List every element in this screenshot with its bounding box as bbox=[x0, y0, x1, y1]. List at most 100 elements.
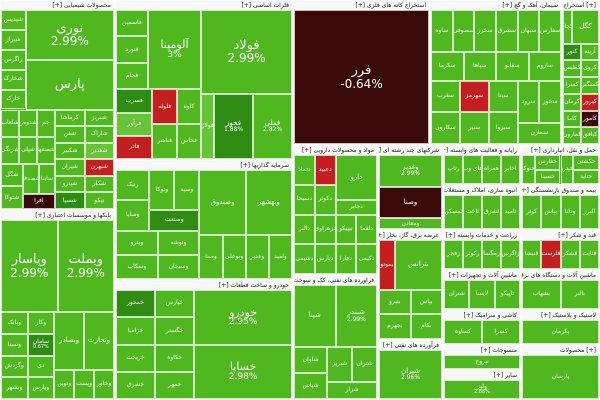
stock-tile[interactable]: بنیرو bbox=[379, 289, 411, 315]
sector-sugar[interactable]: قند و شکر [+] قثابت قشکر قلرست قنیشا bbox=[521, 230, 600, 270]
stock-tile[interactable]: آلومینا 3% bbox=[147, 10, 202, 90]
stock-tile[interactable]: خزامیا bbox=[116, 317, 156, 345]
stock-tile[interactable]: فاسمین bbox=[116, 10, 148, 37]
stock-tile[interactable]: وپترو bbox=[116, 230, 158, 255]
stock-tile[interactable]: کگل bbox=[572, 10, 599, 44]
stock-tile[interactable]: سبزوا bbox=[488, 112, 518, 144]
stock-tile[interactable]: شلعاب bbox=[1, 109, 19, 137]
stock-tile[interactable]: بجهرم bbox=[379, 314, 411, 339]
stock-tile[interactable]: وسپه bbox=[174, 170, 200, 211]
sector-header[interactable]: استخراج کانه های فلزی [+] bbox=[294, 1, 429, 10]
stock-tile[interactable]: وپست bbox=[74, 370, 95, 399]
stock-tile[interactable]: وتوشه bbox=[157, 230, 200, 255]
stock-tile[interactable]: البرز bbox=[579, 195, 599, 229]
stock-tile[interactable]: لابسا bbox=[469, 280, 495, 309]
sector-header[interactable]: سایر [+] bbox=[444, 371, 520, 380]
stock-tile[interactable]: خارک bbox=[1, 89, 26, 110]
stock-tile[interactable]: شکبیر bbox=[55, 142, 85, 160]
stock-tile[interactable]: سفانو bbox=[496, 52, 529, 81]
stock-tile[interactable]: ثاخت bbox=[463, 195, 482, 229]
stock-tile[interactable]: کپرور bbox=[581, 93, 599, 111]
stock-tile[interactable]: کچاد bbox=[563, 10, 572, 44]
stock-tile[interactable]: وصنا bbox=[199, 235, 223, 279]
stock-tile[interactable]: وخاور bbox=[94, 370, 114, 399]
sector-header[interactable]: منسوجات [+] bbox=[444, 346, 520, 355]
stock-tile[interactable]: شپترو bbox=[55, 175, 85, 193]
stock-tile[interactable]: پارس bbox=[25, 59, 114, 110]
sector-header[interactable]: فلزات اساسی [+] bbox=[116, 1, 292, 10]
sector-textile[interactable]: منسوجات [+] نبروج bbox=[443, 345, 521, 370]
stock-tile[interactable]: قشکر bbox=[560, 240, 580, 269]
stock-tile[interactable]: دلقما bbox=[356, 214, 377, 245]
sector-invest[interactable]: سرمایه گذاریها [+] وبهشهر وصندوق وامید وغدیر… bbox=[115, 160, 293, 280]
stock-tile[interactable]: فخاس bbox=[176, 124, 202, 159]
stock-tile[interactable]: حفارس bbox=[534, 155, 561, 170]
stock-tile[interactable]: جم bbox=[37, 109, 56, 137]
stock-tile[interactable]: شدوص bbox=[19, 109, 37, 137]
stock-tile[interactable]: شیران bbox=[55, 159, 85, 176]
stock-tile[interactable]: سفارس bbox=[539, 10, 561, 53]
stock-tile[interactable]: حتاید bbox=[573, 169, 599, 184]
sector-other[interactable]: سایر [+] ولیز 2.88% bbox=[443, 370, 521, 400]
sector-refinery[interactable]: استخراج کانه های فلزی [+] فرر -0.64% bbox=[293, 0, 430, 145]
stock-tile[interactable]: سهرمز bbox=[459, 80, 489, 113]
stock-tile[interactable]: سغرب bbox=[431, 80, 460, 113]
stock-tile[interactable]: کاما bbox=[563, 110, 581, 128]
stock-tile[interactable]: کاوه bbox=[176, 89, 202, 125]
stock-tile[interactable]: وساپا bbox=[116, 200, 150, 231]
stock-tile[interactable]: دپارس bbox=[314, 244, 336, 274]
stock-tile[interactable]: سیتا bbox=[488, 80, 518, 113]
stock-tile[interactable]: دی bbox=[27, 355, 55, 378]
stock-tile[interactable]: نبروج bbox=[444, 355, 520, 369]
stock-tile[interactable]: شبریز bbox=[327, 347, 353, 382]
sector-rubber[interactable]: لاستیک و پلاستیک [+] پکرمان bbox=[521, 310, 600, 345]
stock-tile[interactable]: سپاها bbox=[463, 52, 496, 81]
stock-tile[interactable]: نوری 2.99% bbox=[25, 10, 114, 60]
sector-header[interactable]: زراعت و خدمات وابسته [+] bbox=[444, 231, 520, 240]
stock-tile[interactable]: زاگرس bbox=[501, 240, 520, 269]
stock-tile[interactable]: سصوفی bbox=[452, 10, 475, 53]
stock-tile[interactable]: کرماشا bbox=[55, 109, 85, 127]
stock-tile[interactable]: بپاس bbox=[541, 195, 561, 229]
stock-tile[interactable]: حسینا bbox=[534, 169, 561, 184]
stock-tile[interactable]: فاذر bbox=[116, 135, 153, 159]
stock-tile[interactable]: دسبحا bbox=[294, 184, 315, 215]
stock-tile[interactable]: کمارون bbox=[563, 127, 581, 144]
stock-tile[interactable]: شصدف bbox=[22, 163, 39, 194]
sector-header[interactable]: رایانه و فعالیت های وابسته [+] bbox=[444, 146, 520, 155]
sector-insurance[interactable]: بیمه و صندوق بازنشستگی [+] البرز ودانا بپاس… bbox=[521, 185, 600, 230]
stock-tile[interactable]: ونوین bbox=[54, 370, 75, 399]
stock-tile[interactable]: کرمان bbox=[563, 93, 581, 111]
stock-tile[interactable]: شرنگی bbox=[1, 136, 19, 164]
stock-tile[interactable]: وکار bbox=[27, 312, 55, 334]
stock-tile[interactable]: فولاد 2.99% bbox=[201, 10, 292, 94]
stock-tile[interactable]: وپاسار 2.99% bbox=[1, 220, 58, 313]
sector-header[interactable]: انبوه سازی، املاک و مستغلات [+] bbox=[444, 186, 520, 195]
stock-tile[interactable]: تاپیکو bbox=[494, 280, 520, 309]
stock-tile[interactable]: بشهاب bbox=[522, 280, 561, 309]
stock-tile[interactable]: شاوان bbox=[294, 347, 328, 374]
sector-header[interactable]: ماشین آلات و دستگاه های برقی [+] bbox=[522, 271, 599, 280]
stock-tile[interactable]: وغدیر 2.99% bbox=[379, 155, 442, 187]
stock-tile[interactable]: زفجر bbox=[444, 240, 463, 269]
stock-tile[interactable]: سشرق bbox=[496, 10, 518, 53]
stock-tile[interactable]: وبانک bbox=[1, 312, 28, 334]
stock-tile[interactable]: قثابت bbox=[579, 240, 599, 269]
stock-tile[interactable]: شتوکا bbox=[1, 186, 23, 209]
stock-tile[interactable]: دفارا bbox=[335, 244, 357, 274]
stock-tile[interactable]: وتوکا bbox=[149, 170, 175, 211]
stock-tile[interactable]: ومعادن bbox=[379, 218, 442, 229]
stock-tile[interactable]: ولیز 2.88% bbox=[444, 380, 520, 399]
sector-header[interactable]: کاشی و سرامیک [+] bbox=[444, 311, 520, 320]
stock-tile[interactable]: وصندوق bbox=[199, 170, 246, 236]
stock-tile[interactable]: سکرما bbox=[431, 52, 464, 81]
sector-header[interactable]: فرآورده های نفتی [+] bbox=[379, 341, 442, 350]
sector-multi[interactable]: شرکتهای چند رشته ای [+]وغدیر2.99%وصناومع… bbox=[378, 145, 443, 230]
stock-tile[interactable]: کامور bbox=[581, 110, 599, 128]
stock-tile[interactable]: شکلر bbox=[84, 175, 114, 193]
stock-tile[interactable]: کساوه bbox=[444, 320, 482, 344]
stock-tile[interactable]: وبشهر bbox=[1, 377, 28, 399]
stock-tile[interactable]: فباهنر bbox=[152, 124, 177, 159]
stock-tile[interactable]: وغدیر bbox=[245, 235, 269, 279]
sector-header[interactable]: عرضه برق، گاز، بخار [+] bbox=[379, 231, 442, 240]
